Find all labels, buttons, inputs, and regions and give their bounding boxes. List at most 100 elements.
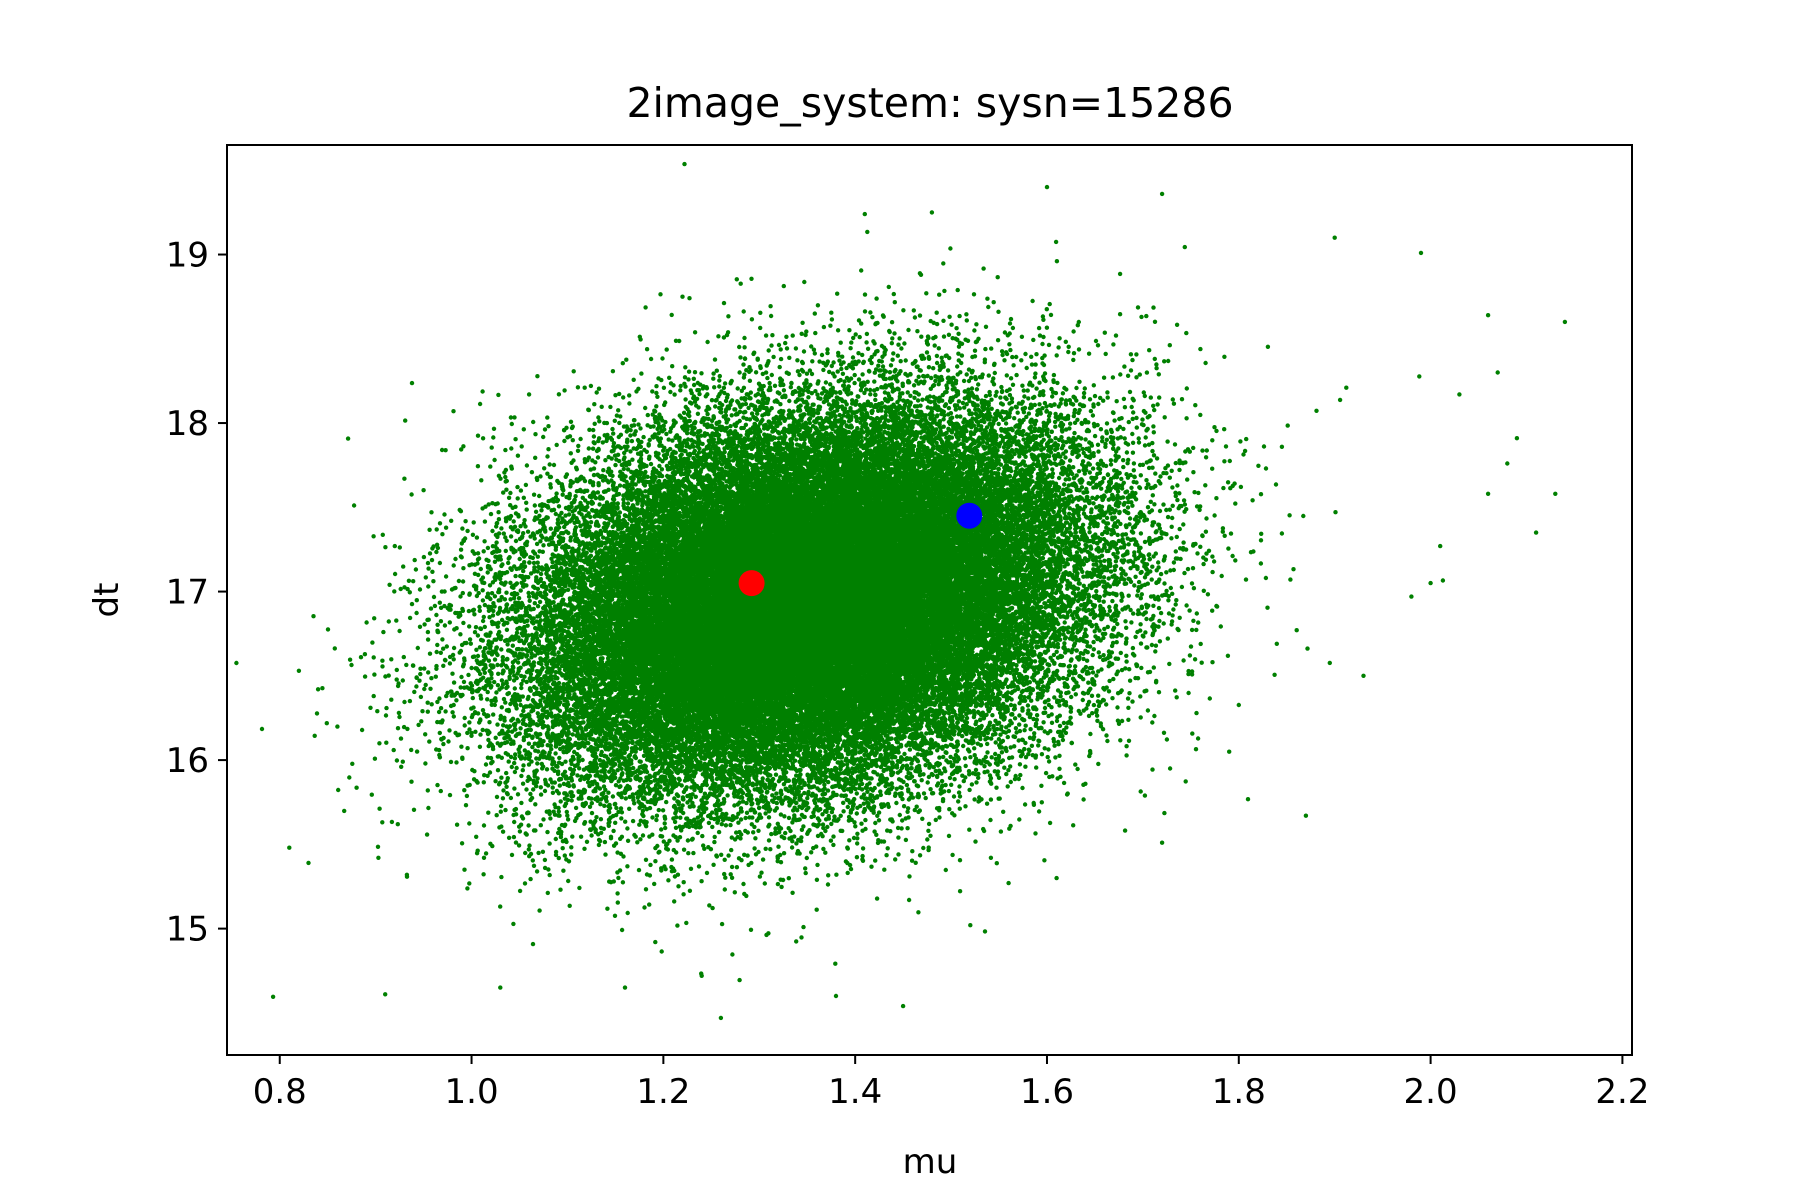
scatter-point	[1178, 527, 1182, 531]
scatter-point	[393, 572, 397, 576]
scatter-point	[892, 292, 896, 296]
scatter-point	[1028, 736, 1032, 740]
scatter-point	[809, 850, 813, 854]
scatter-point	[876, 364, 880, 368]
scatter-point	[1182, 571, 1186, 575]
scatter-point	[638, 759, 642, 763]
scatter-point	[1204, 455, 1208, 459]
scatter-point	[439, 789, 443, 793]
scatter-point	[1131, 646, 1135, 650]
scatter-point	[499, 647, 503, 651]
scatter-point	[865, 230, 869, 234]
scatter-point	[1016, 411, 1020, 415]
scatter-point	[815, 908, 819, 912]
scatter-point	[1170, 469, 1174, 473]
scatter-point	[1146, 670, 1150, 674]
scatter-point	[1119, 651, 1123, 655]
scatter-point	[963, 804, 967, 808]
scatter-point	[1151, 493, 1155, 497]
scatter-point	[737, 345, 741, 349]
scatter-point	[518, 524, 522, 528]
points-layer	[234, 162, 1567, 1020]
scatter-point	[563, 853, 567, 857]
scatter-point	[830, 317, 834, 321]
scatter-point	[1053, 755, 1057, 759]
scatter-point	[1158, 639, 1162, 643]
scatter-point	[448, 661, 452, 665]
scatter-point	[426, 670, 430, 674]
scatter-point	[956, 332, 960, 336]
scatter-point	[495, 795, 499, 799]
scatter-point	[474, 835, 478, 839]
scatter-point	[1022, 394, 1026, 398]
scatter-point	[471, 696, 475, 700]
scatter-point	[469, 666, 473, 670]
scatter-point	[637, 823, 641, 827]
scatter-point	[476, 633, 480, 637]
chart-title: 2image_system: sysn=15286	[626, 79, 1233, 127]
scatter-point	[1154, 644, 1158, 648]
scatter-point	[935, 354, 939, 358]
scatter-point	[893, 857, 897, 861]
scatter-point	[1037, 381, 1041, 385]
scatter-point	[1169, 536, 1173, 540]
scatter-point	[663, 826, 667, 830]
scatter-point	[615, 891, 619, 895]
scatter-point	[1029, 355, 1033, 359]
scatter-point	[1286, 423, 1290, 427]
scatter-point	[626, 501, 630, 505]
scatter-point	[518, 557, 522, 561]
scatter-point	[1087, 526, 1091, 530]
scatter-point	[431, 579, 435, 583]
scatter-point	[1185, 386, 1189, 390]
scatter-point	[723, 381, 727, 385]
scatter-point	[872, 379, 876, 383]
scatter-point	[1075, 550, 1079, 554]
scatter-point	[632, 378, 636, 382]
scatter-point	[1189, 644, 1193, 648]
scatter-point	[624, 796, 628, 800]
scatter-point	[994, 740, 998, 744]
scatter-point	[1170, 525, 1174, 529]
scatter-point	[552, 463, 556, 467]
scatter-point	[829, 822, 833, 826]
scatter-point	[771, 355, 775, 359]
scatter-point	[1212, 559, 1216, 563]
scatter-point	[534, 510, 538, 514]
scatter-point	[1191, 619, 1195, 623]
scatter-point	[1123, 619, 1127, 623]
scatter-point	[551, 785, 555, 789]
scatter-point	[1238, 439, 1242, 443]
scatter-point	[1122, 364, 1126, 368]
scatter-point	[1126, 706, 1130, 710]
scatter-point	[1150, 565, 1154, 569]
scatter-point	[774, 773, 778, 777]
scatter-point	[413, 558, 417, 562]
scatter-point	[1123, 828, 1127, 832]
scatter-point	[720, 922, 724, 926]
scatter-point	[425, 832, 429, 836]
scatter-point	[427, 528, 431, 532]
scatter-point	[469, 734, 473, 738]
scatter-point	[1111, 342, 1115, 346]
scatter-point	[654, 818, 658, 822]
scatter-point	[1130, 699, 1134, 703]
scatter-point	[972, 292, 976, 296]
scatter-point	[1265, 606, 1269, 610]
scatter-point	[627, 401, 631, 405]
scatter-point	[480, 506, 484, 510]
scatter-point	[1134, 375, 1138, 379]
scatter-point	[1127, 739, 1131, 743]
scatter-point	[896, 354, 900, 358]
scatter-point	[1139, 531, 1143, 535]
scatter-point	[839, 367, 843, 371]
scatter-point	[826, 882, 830, 886]
scatter-point	[1074, 692, 1078, 696]
scatter-point	[592, 434, 596, 438]
scatter-point	[1104, 733, 1108, 737]
scatter-point	[650, 389, 654, 393]
scatter-point	[1107, 605, 1111, 609]
scatter-point	[561, 493, 565, 497]
